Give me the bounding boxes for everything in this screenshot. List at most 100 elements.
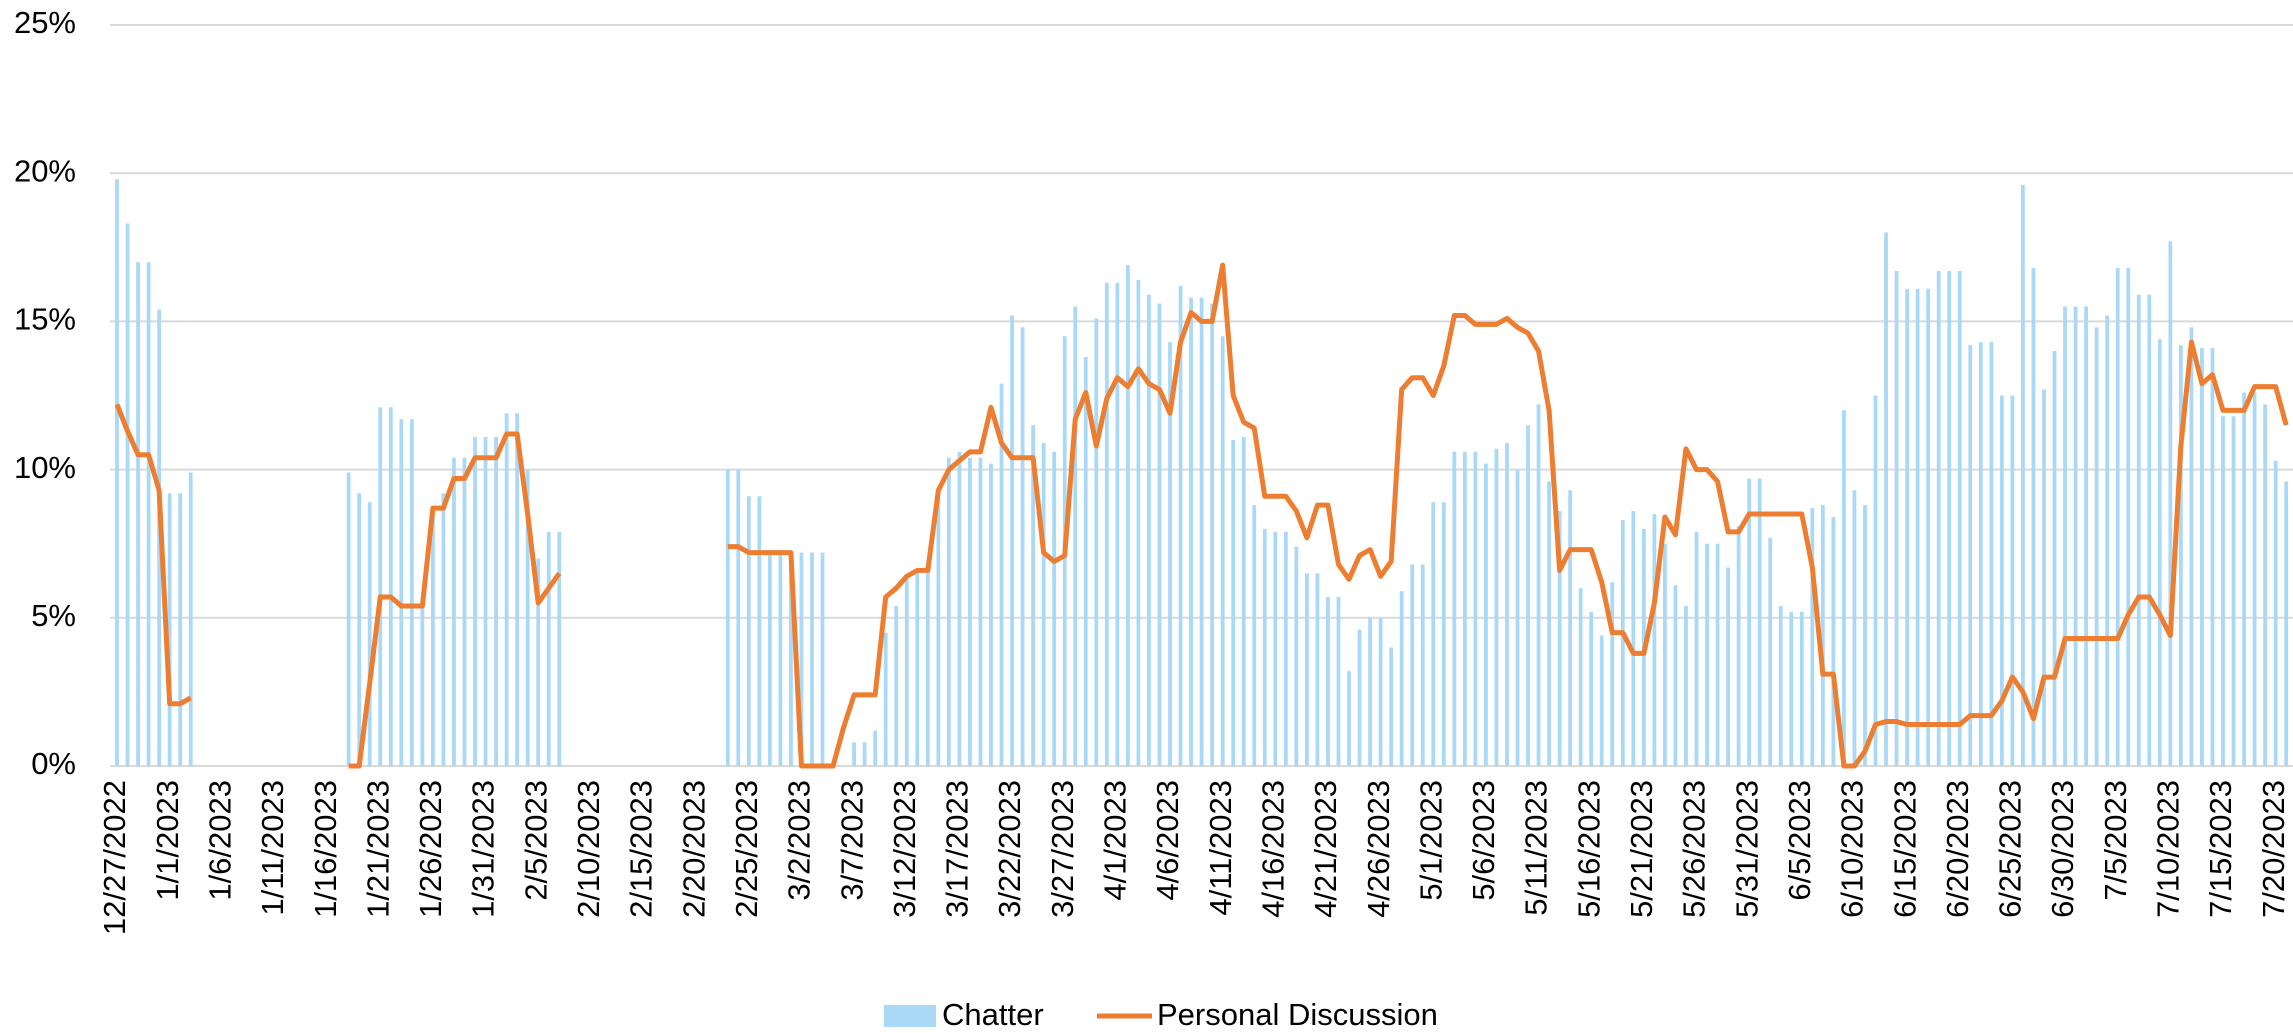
bar bbox=[2200, 348, 2204, 766]
bar bbox=[188, 472, 193, 766]
line bbox=[114, 262, 2289, 769]
bar bbox=[1526, 425, 1530, 766]
bar bbox=[2252, 392, 2257, 766]
bar bbox=[778, 552, 783, 766]
bar bbox=[1115, 282, 1120, 766]
bar bbox=[1620, 519, 1625, 766]
bar bbox=[1863, 505, 1867, 766]
x-tick-label: 5/31/2023 bbox=[1729, 780, 1764, 918]
bar bbox=[2242, 392, 2246, 766]
bar bbox=[399, 419, 404, 766]
bar bbox=[2042, 389, 2046, 766]
bar bbox=[1125, 265, 1130, 766]
bar bbox=[1231, 439, 1236, 766]
bar bbox=[1494, 448, 1499, 766]
bar bbox=[1326, 597, 1330, 766]
bar bbox=[2147, 294, 2152, 766]
bar bbox=[1104, 282, 1109, 766]
bar bbox=[178, 493, 183, 766]
bar bbox=[441, 493, 446, 766]
x-tick-label: 6/15/2023 bbox=[1887, 780, 1922, 918]
bar bbox=[1631, 511, 1636, 766]
x-tick-label: 6/20/2023 bbox=[1940, 780, 1975, 918]
bar bbox=[1989, 342, 1994, 766]
x-tick-label: 3/27/2023 bbox=[1045, 780, 1080, 918]
bar bbox=[409, 419, 414, 766]
bar bbox=[2231, 416, 2236, 766]
x-tick-label: 2/20/2023 bbox=[676, 780, 711, 918]
bar bbox=[452, 457, 456, 766]
bar bbox=[2168, 241, 2173, 766]
bar bbox=[1799, 611, 1804, 766]
x-tick-label: 5/26/2023 bbox=[1677, 780, 1712, 918]
x-tick-label: 4/11/2023 bbox=[1203, 780, 1238, 916]
bar bbox=[1294, 546, 1299, 766]
bar bbox=[1357, 629, 1362, 766]
bar bbox=[1778, 605, 1783, 766]
x-tick-label: 7/15/2023 bbox=[2203, 780, 2238, 918]
bar bbox=[1347, 671, 1351, 766]
bar bbox=[1283, 531, 1288, 766]
bar bbox=[1157, 303, 1162, 766]
bar bbox=[1652, 514, 1657, 766]
x-tick-label: 1/21/2023 bbox=[360, 780, 395, 918]
bar bbox=[1136, 279, 1141, 766]
bar bbox=[957, 451, 962, 766]
bar bbox=[1336, 597, 1341, 766]
y-tick-label: 15% bbox=[14, 302, 76, 337]
bar bbox=[2021, 185, 2025, 766]
bar bbox=[473, 436, 477, 766]
x-tick-label: 6/5/2023 bbox=[1782, 780, 1817, 901]
bar bbox=[1705, 543, 1709, 766]
bar bbox=[852, 742, 856, 766]
bar bbox=[1789, 611, 1794, 766]
bar bbox=[483, 436, 488, 766]
bar bbox=[1905, 288, 1909, 766]
bar bbox=[1589, 611, 1594, 766]
bar bbox=[515, 413, 520, 766]
bar bbox=[1557, 511, 1562, 766]
bar bbox=[894, 605, 899, 766]
bar bbox=[2136, 294, 2141, 766]
x-tick-label: 2/25/2023 bbox=[729, 780, 764, 918]
bar bbox=[1304, 573, 1309, 766]
bar bbox=[725, 469, 730, 766]
bar bbox=[1578, 588, 1583, 766]
x-tick-label: 2/10/2023 bbox=[571, 780, 606, 918]
bar bbox=[420, 605, 425, 766]
bar bbox=[1810, 508, 1815, 766]
x-tick-label: 5/1/2023 bbox=[1413, 780, 1448, 901]
bar bbox=[915, 570, 920, 766]
bar bbox=[1073, 306, 1078, 766]
bar bbox=[1957, 271, 1962, 766]
bar bbox=[1147, 294, 1151, 766]
bar bbox=[1536, 404, 1541, 766]
bar bbox=[1757, 478, 1762, 766]
bar bbox=[1368, 617, 1372, 766]
bar bbox=[1441, 502, 1446, 766]
bar bbox=[1020, 327, 1025, 766]
bar bbox=[2284, 481, 2289, 766]
bar bbox=[936, 490, 941, 766]
bar bbox=[1599, 635, 1604, 766]
bar bbox=[1894, 271, 1899, 766]
bar bbox=[1399, 591, 1404, 766]
bar bbox=[462, 457, 467, 766]
bar bbox=[557, 531, 562, 766]
bar bbox=[1852, 490, 1857, 766]
bar bbox=[999, 383, 1004, 766]
bar bbox=[2094, 327, 2099, 766]
bar bbox=[431, 508, 435, 766]
bar bbox=[820, 552, 825, 766]
bar bbox=[2052, 351, 2057, 766]
x-tick-label: 5/6/2023 bbox=[1466, 780, 1501, 901]
x-tick-label: 1/16/2023 bbox=[308, 780, 343, 918]
bar bbox=[2115, 268, 2120, 766]
bar-series bbox=[115, 179, 2289, 767]
bar bbox=[1978, 342, 1983, 766]
bar bbox=[1915, 288, 1920, 766]
bar bbox=[1842, 410, 1846, 766]
legend-label: Personal Discussion bbox=[1157, 997, 1438, 1032]
x-tick-label: 4/1/2023 bbox=[1098, 780, 1133, 901]
y-tick-label: 25% bbox=[14, 5, 76, 40]
